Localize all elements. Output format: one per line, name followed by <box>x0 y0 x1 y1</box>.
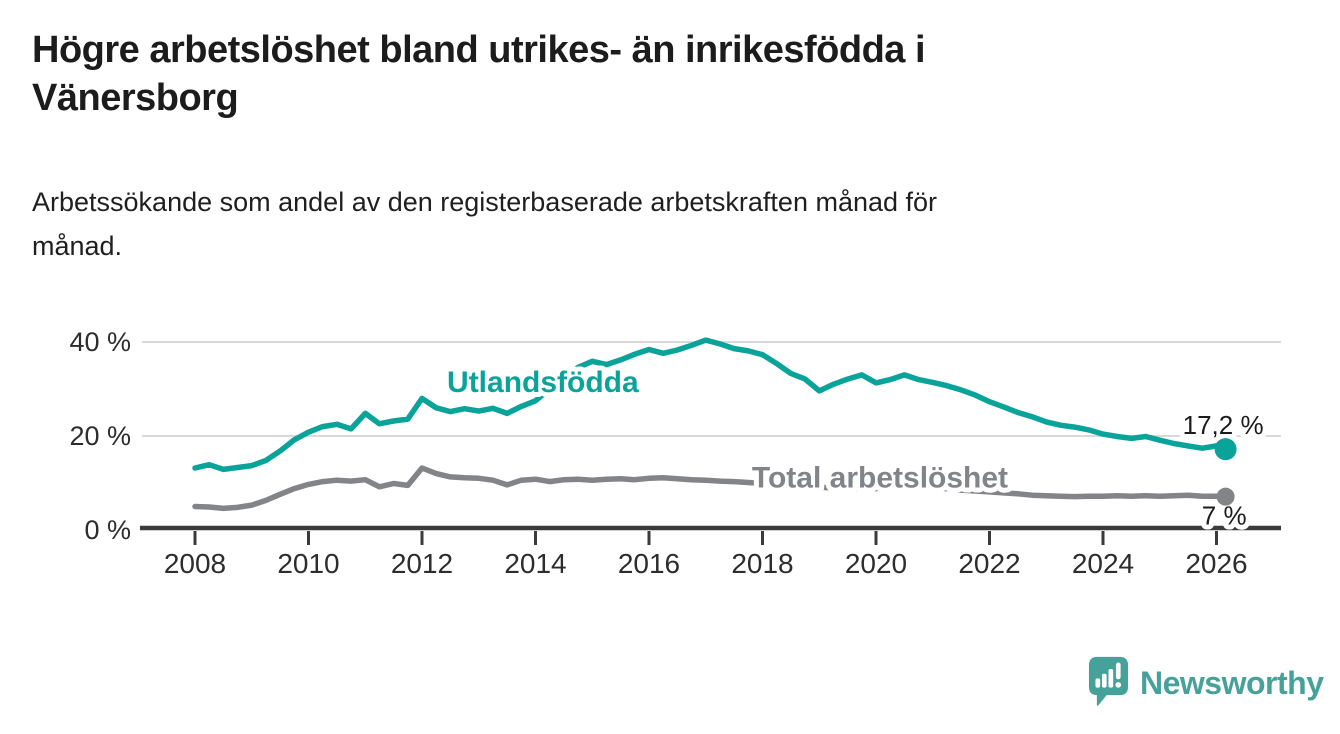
x-tick-label-2022: 2022 <box>958 548 1020 579</box>
newsworthy-logo-icon <box>1088 656 1129 706</box>
x-tick-label-2026: 2026 <box>1185 548 1247 579</box>
page-title-line-1: Högre arbetslöshet bland utrikes- än inr… <box>32 29 926 71</box>
newsworthy-logo: Newsworthy <box>1088 655 1324 711</box>
x-tick-label-2010: 2010 <box>277 548 339 579</box>
y-tick-label-20: 20 % <box>69 421 131 451</box>
end-value-label-total-arbetsl-shet: 7 % <box>1202 501 1247 531</box>
y-tick-label-40: 40 % <box>69 327 131 357</box>
exclamation-bar <box>1115 662 1121 680</box>
exclamation-dot <box>1115 682 1122 688</box>
page-subtitle-line-2: månad. <box>32 231 123 261</box>
x-tick-label-2018: 2018 <box>731 548 793 579</box>
x-tick-label-2014: 2014 <box>504 548 566 579</box>
end-dot-utlandsf-dda <box>1214 438 1237 461</box>
y-tick-label-0: 0 % <box>84 515 131 545</box>
series-line-total-arbetsl-shet <box>192 465 1229 512</box>
newsworthy-logo-text: Newsworthy <box>1140 664 1324 701</box>
page-title: Högre arbetslöshet bland utrikes- än inr… <box>32 26 1182 122</box>
bar-medium <box>1101 673 1107 688</box>
bar-small <box>1095 678 1101 688</box>
x-tick-label-2012: 2012 <box>391 548 453 579</box>
bar-large <box>1108 669 1114 688</box>
x-tick-label-2008: 2008 <box>164 548 226 579</box>
page-subtitle: Arbetssökande som andel av den registerb… <box>32 180 1212 268</box>
page-subtitle-line-1: Arbetssökande som andel av den registerb… <box>32 187 938 217</box>
end-dot-total-arbetsl-shet <box>1216 487 1235 506</box>
x-tick-label-2016: 2016 <box>618 548 680 579</box>
end-value-label-utlandsf-dda: 17,2 % <box>1183 410 1264 440</box>
series-label-utlandsf-dda: Utlandsfödda <box>447 366 639 399</box>
page-title-line-2: Vänersborg <box>32 77 239 119</box>
series-line-utlandsf-dda <box>192 337 1229 473</box>
x-tick-label-2020: 2020 <box>845 548 907 579</box>
x-tick-label-2024: 2024 <box>1072 548 1134 579</box>
series-label-total-arbetsl-shet: Total arbetslöshet <box>752 461 1008 494</box>
